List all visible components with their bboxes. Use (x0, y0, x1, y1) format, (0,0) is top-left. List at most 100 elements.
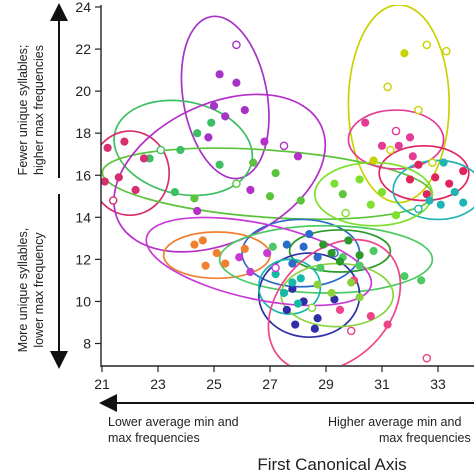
data-point-group-12-6 (305, 230, 314, 239)
y-annotation-top-line-1: Fewer unique syllables; (16, 45, 30, 176)
x-axis-title: First Canonical Axis (257, 455, 406, 474)
data-point-group-10-1 (330, 179, 339, 188)
data-point-group-11-6 (198, 236, 207, 245)
data-point-group-4-4 (114, 173, 123, 182)
data-point-group-3-1 (193, 129, 202, 138)
y-tick-label-22: 22 (75, 41, 91, 57)
data-point-group-2-5 (221, 112, 230, 121)
data-point-group-5-5 (296, 196, 305, 205)
data-point-group-6-1 (260, 137, 269, 146)
confidence-ellipse-group-8 (378, 144, 470, 202)
x-tick-label-29: 29 (318, 376, 334, 392)
data-point-group-10-4 (366, 200, 375, 209)
data-point-group-18-5 (307, 303, 317, 313)
data-point-group-18-3 (347, 278, 356, 287)
data-point-group-2-4 (209, 101, 219, 110)
data-point-group-3-5 (215, 160, 224, 169)
data-point-group-2-7 (204, 133, 213, 142)
data-point-group-4-3 (139, 154, 149, 163)
data-point-group-1-7 (428, 158, 437, 167)
plot-area (101, 5, 474, 365)
data-point-group-11-2 (212, 248, 221, 258)
data-point-group-2-6 (240, 105, 249, 115)
data-point-group-10-2 (355, 175, 364, 184)
data-point-group-5-6 (265, 192, 275, 201)
data-point-group-19-4 (235, 253, 244, 262)
data-point-group-17-3 (366, 312, 375, 321)
data-point-group-5-7 (338, 190, 347, 199)
data-point-group-4-2 (120, 137, 129, 146)
data-point-group-9-1 (439, 158, 448, 167)
x-annotation-right-line-1: Higher average min and (328, 415, 461, 429)
data-point-group-16-3 (296, 274, 305, 283)
confidence-ellipse-group-9 (392, 159, 474, 221)
data-point-group-9-6 (436, 200, 445, 209)
confidence-ellipse-group-19 (145, 216, 373, 307)
data-point-group-12-4 (288, 259, 297, 268)
data-point-group-1-2 (422, 40, 432, 50)
data-point-group-12-2 (299, 242, 308, 251)
data-point-group-14-1 (319, 240, 328, 249)
data-point-group-14-2 (327, 248, 336, 258)
data-point-group-12-1 (282, 240, 291, 249)
data-point-group-10-6 (341, 208, 350, 218)
data-point-group-14-3 (344, 236, 353, 245)
data-point-group-13-1 (268, 242, 277, 251)
data-point-group-7-5 (408, 152, 417, 161)
data-point-group-1-6 (386, 145, 395, 155)
y-tick-label-12: 12 (75, 251, 91, 267)
data-point-group-2-2 (215, 70, 224, 79)
y-tick-label-20: 20 (75, 83, 91, 99)
confidence-ellipse-group-1 (347, 5, 451, 204)
data-point-group-1-8 (369, 156, 378, 165)
data-point-group-16-2 (288, 278, 297, 287)
data-point-group-6-3 (293, 152, 303, 161)
data-point-group-6-2 (279, 141, 289, 151)
data-point-group-18-1 (313, 280, 322, 289)
data-point-group-5-1 (190, 194, 199, 203)
y-tick-label-10: 10 (75, 293, 91, 309)
data-point-group-7-3 (405, 133, 415, 142)
confidence-ellipse-group-17 (267, 238, 402, 365)
data-point-group-8-5 (459, 166, 468, 176)
data-point-group-6-5 (193, 206, 202, 216)
data-point-group-1-1 (400, 49, 409, 58)
data-point-group-12-3 (313, 253, 322, 262)
confidence-ellipse-group-4 (101, 130, 171, 217)
data-point-group-7-2 (391, 126, 401, 136)
data-point-group-15-4 (313, 314, 322, 323)
data-point-group-11-3 (221, 259, 230, 268)
data-point-group-18-4 (355, 293, 364, 302)
data-point-group-3-3 (176, 145, 185, 155)
data-point-group-5-4 (271, 169, 280, 178)
data-point-group-9-4 (459, 198, 468, 207)
data-point-group-13-7 (417, 276, 426, 285)
confidence-ellipse-group-14 (288, 229, 392, 273)
data-point-group-8-3 (445, 179, 454, 188)
data-point-group-15-7 (310, 324, 319, 333)
data-point-group-7-6 (394, 141, 403, 150)
confidence-ellipse-group-18 (280, 262, 395, 328)
x-tick-label-31: 31 (374, 376, 390, 392)
data-point-group-5-3 (249, 158, 258, 167)
x-tick-label-33: 33 (430, 376, 446, 392)
data-point-group-13-5 (400, 272, 409, 281)
data-point-group-3-4 (156, 145, 166, 155)
confidence-ellipse-group-5 (101, 147, 433, 221)
data-point-group-2-1 (232, 40, 241, 50)
data-point-group-1-4 (383, 82, 392, 92)
y-tick-label-24: 24 (75, 0, 91, 15)
confidence-ellipse-group-7 (347, 109, 445, 170)
data-point-group-14-5 (335, 257, 345, 266)
data-point-group-10-3 (377, 187, 387, 197)
y-annotation-top-line-2: higher max frequencies (32, 45, 46, 175)
data-point-group-15-3 (282, 305, 291, 314)
x-annotation-right-line-2: max frequencies (379, 431, 471, 445)
data-point-group-4-1 (103, 143, 112, 153)
data-point-group-7-4 (377, 141, 387, 150)
data-point-group-11-5 (240, 244, 249, 253)
data-point-group-16-5 (293, 299, 303, 308)
data-point-group-10-5 (391, 211, 401, 220)
data-point-group-13-4 (369, 246, 378, 256)
